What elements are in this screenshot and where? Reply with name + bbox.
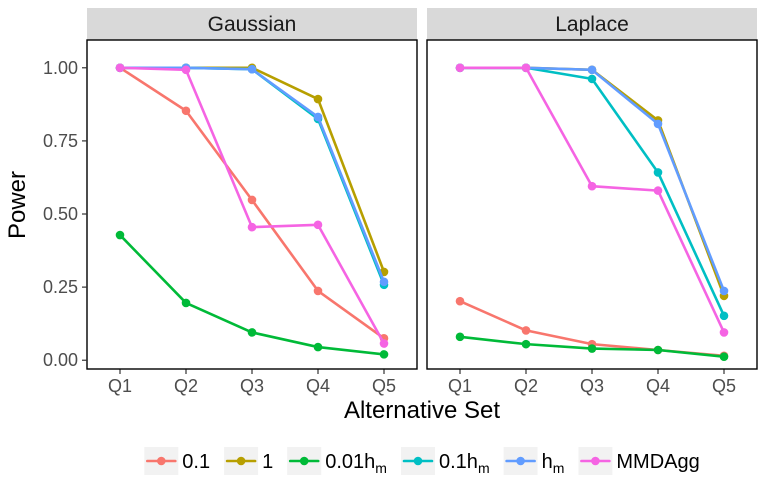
point-gaussian-0-1-q3 — [247, 195, 257, 205]
y-axis-title: Power — [4, 171, 31, 239]
legend-label-sub-0-1h-m: m — [478, 460, 490, 476]
x-tick-label-laplace-q2: Q2 — [514, 376, 538, 396]
plot-area-laplace — [427, 40, 757, 369]
legend-label-main-0-01h-m: 0.01h — [325, 451, 375, 473]
point-laplace-0-01h-m-q2 — [521, 339, 531, 349]
legend: 0.1 1 0.01hm 0.1hm hm MMDAgg — [144, 447, 700, 476]
x-axis-title: Alternative Set — [344, 397, 500, 424]
legend-label-sub-0-01h-m: m — [375, 460, 387, 476]
legend-label-1: 1 — [262, 451, 273, 473]
y-tick-label-1-00: 1.00 — [43, 58, 78, 78]
point-laplace-h-m-q4 — [653, 119, 663, 129]
x-tick-label-gaussian-q2: Q2 — [174, 376, 198, 396]
y-tick-label-0-25: 0.25 — [43, 277, 78, 297]
x-tick-label-laplace-q3: Q3 — [580, 376, 604, 396]
legend-key-dot-1 — [236, 456, 246, 466]
point-laplace-mmdagg-q3 — [587, 181, 597, 191]
legend-item-1: 1 — [224, 447, 273, 475]
legend-key-dot-0-1 — [157, 456, 166, 466]
point-laplace-h-m-q3 — [587, 65, 597, 75]
strip-bg-gaussian — [87, 8, 417, 40]
legend-label-main-1: 1 — [262, 451, 273, 473]
point-laplace-mmdagg-q5 — [719, 328, 729, 337]
point-laplace-0-1h-m-q3 — [587, 74, 597, 84]
point-laplace-0-1h-m-q4 — [653, 168, 663, 177]
legend-item-mmdagg: MMDAgg — [578, 447, 700, 475]
strip-title-gaussian: Gaussian — [208, 13, 297, 36]
point-gaussian-0-01h-m-q3 — [247, 328, 257, 337]
legend-item-h-m: hm — [503, 447, 565, 476]
legend-label-mmdagg: MMDAgg — [616, 451, 699, 473]
legend-label-main-0-1h-m: 0.1h — [439, 451, 478, 473]
point-gaussian-mmdagg-q5 — [379, 339, 389, 348]
legend-key-dot-h-m — [516, 456, 525, 466]
legend-label-main-mmdagg: MMDAgg — [616, 451, 699, 473]
legend-label-sub-h-m: m — [553, 460, 565, 476]
strip-bg-laplace — [427, 8, 757, 40]
legend-item-0-1: 0.1 — [144, 447, 210, 475]
point-gaussian-mmdagg-q1 — [115, 63, 125, 73]
x-tick-label-gaussian-q3: Q3 — [240, 376, 264, 396]
point-gaussian-0-01h-m-q1 — [115, 230, 125, 240]
point-laplace-h-m-q5 — [719, 286, 729, 296]
y-axis: 0.00 0.25 0.50 0.75 1.00 — [43, 58, 87, 370]
point-gaussian-mmdagg-q3 — [247, 222, 257, 232]
y-tick-label-0-50: 0.50 — [43, 204, 78, 224]
point-gaussian-h-m-q4 — [313, 112, 323, 122]
panel-laplace: Laplace Q1 Q2 Q3 Q4 Q5 — [426, 8, 758, 396]
x-tick-label-laplace-q5: Q5 — [712, 376, 736, 396]
point-gaussian-mmdagg-q4 — [313, 220, 323, 230]
point-laplace-mmdagg-q4 — [653, 186, 663, 195]
legend-key-dot-mmdagg — [591, 456, 600, 466]
legend-label-h-m: hm — [542, 451, 565, 476]
x-tick-label-gaussian-q5: Q5 — [372, 376, 396, 396]
point-gaussian-mmdagg-q2 — [181, 65, 191, 75]
legend-item-0-1h-m: 0.1hm — [401, 447, 490, 476]
point-gaussian-h-m-q5 — [379, 277, 389, 287]
panel-border-gaussian — [86, 39, 418, 370]
legend-key-dot-0-01h-m — [299, 456, 309, 466]
point-laplace-mmdagg-q1 — [455, 63, 465, 73]
panel-gaussian: Gaussian Q1 Q2 Q3 Q4 Q5 — [86, 8, 418, 396]
legend-item-0-01h-m: 0.01hm — [287, 447, 387, 476]
point-gaussian-0-01h-m-q5 — [379, 350, 389, 359]
x-tick-label-gaussian-q1: Q1 — [108, 376, 132, 396]
legend-label-0-01h-m: 0.01hm — [325, 451, 387, 476]
panels-layer: Gaussian Q1 Q2 Q3 Q4 Q5 Laplace Q1 Q2 Q3 Q4 Q5 — [86, 8, 758, 396]
y-tick-label-0-75: 0.75 — [43, 131, 78, 151]
point-gaussian-0-1-q4 — [313, 286, 323, 296]
x-tick-label-laplace-q1: Q1 — [448, 376, 472, 396]
point-laplace-0-01h-m-q3 — [587, 344, 597, 353]
panel-border-laplace — [426, 39, 758, 370]
point-laplace-0-01h-m-q4 — [653, 345, 663, 355]
legend-key-dot-0-1h-m — [413, 456, 423, 466]
legend-label-0-1: 0.1 — [182, 451, 210, 473]
point-laplace-0-1-q2 — [521, 326, 531, 335]
point-laplace-mmdagg-q2 — [521, 63, 531, 73]
legend-label-0-1h-m: 0.1hm — [439, 451, 490, 476]
y-tick-label-0-00: 0.00 — [43, 350, 78, 370]
x-tick-label-laplace-q4: Q4 — [646, 376, 670, 396]
point-gaussian-1-q4 — [313, 94, 323, 104]
point-laplace-0-01h-m-q5 — [719, 352, 729, 362]
point-gaussian-h-m-q3 — [247, 64, 257, 74]
plot-area-gaussian — [87, 40, 417, 369]
point-gaussian-0-01h-m-q4 — [313, 342, 323, 352]
point-laplace-0-01h-m-q1 — [455, 332, 465, 342]
point-gaussian-0-01h-m-q2 — [181, 298, 191, 308]
point-gaussian-0-1-q2 — [181, 106, 191, 116]
x-tick-label-gaussian-q4: Q4 — [306, 376, 330, 396]
point-laplace-0-1-q1 — [455, 296, 465, 306]
legend-label-main-h-m: h — [542, 451, 553, 473]
legend-label-main-0-1: 0.1 — [182, 451, 210, 473]
point-laplace-0-1h-m-q5 — [719, 311, 729, 321]
strip-title-laplace: Laplace — [555, 13, 629, 36]
